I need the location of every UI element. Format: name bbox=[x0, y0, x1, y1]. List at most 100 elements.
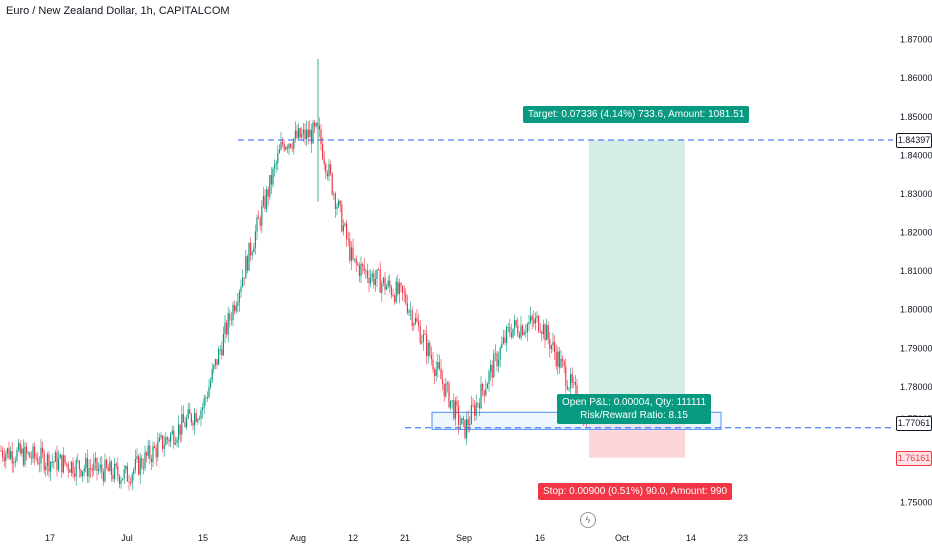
candle-body bbox=[42, 447, 44, 454]
candle-body bbox=[328, 164, 330, 177]
candle-body bbox=[531, 316, 533, 320]
open-pnl-line: Open P&L: 0.00004, Qty: 111111 bbox=[562, 397, 707, 408]
candle-body bbox=[411, 310, 413, 326]
candle-body bbox=[494, 353, 496, 355]
candle-body bbox=[131, 474, 133, 484]
candle-body bbox=[102, 471, 104, 482]
candle-body bbox=[395, 281, 397, 303]
y-tick-label: 1.87000 bbox=[900, 35, 932, 45]
candle-body bbox=[93, 462, 95, 471]
candle-body bbox=[501, 343, 503, 348]
candle-body bbox=[514, 320, 516, 329]
time-axis: 17 Jul 15 Aug 12 21 Sep 16 Oct 14 23 bbox=[45, 533, 748, 543]
candle-body bbox=[32, 446, 34, 459]
candle-body bbox=[390, 286, 392, 296]
candle-body bbox=[459, 424, 461, 426]
candle-body bbox=[18, 442, 20, 450]
candle-body bbox=[99, 464, 101, 469]
candle-body bbox=[528, 322, 530, 325]
candle-body bbox=[11, 451, 13, 464]
target-label[interactable]: Target: 0.07336 (4.14%) 733.6, Amount: 1… bbox=[523, 106, 750, 123]
candle-body bbox=[114, 463, 116, 479]
candle-body bbox=[533, 319, 535, 324]
candle-body bbox=[122, 478, 124, 481]
candle-body bbox=[139, 458, 141, 475]
candle-body bbox=[19, 442, 21, 454]
candle-body bbox=[368, 277, 370, 284]
candle-body bbox=[16, 449, 18, 461]
candle-body bbox=[470, 405, 472, 424]
candle-body bbox=[566, 386, 568, 390]
stop-label[interactable]: Stop: 0.00900 (0.51%) 90.0, Amount: 990 bbox=[538, 483, 733, 500]
candle-body bbox=[538, 315, 540, 332]
candle-body bbox=[248, 242, 250, 271]
candle-body bbox=[48, 454, 50, 472]
candle-body bbox=[160, 435, 162, 438]
candle-body bbox=[454, 400, 456, 419]
candle-body bbox=[85, 458, 87, 469]
candle-body bbox=[94, 457, 96, 463]
candle-body bbox=[165, 437, 167, 446]
candle-body bbox=[53, 461, 55, 463]
candle-body bbox=[123, 469, 125, 479]
candle-body bbox=[64, 455, 66, 464]
candle-body bbox=[179, 424, 181, 435]
candle-body bbox=[176, 439, 178, 443]
candle-body bbox=[195, 413, 197, 422]
candle-body bbox=[117, 465, 119, 476]
candle-body bbox=[544, 324, 546, 341]
candle-body bbox=[309, 129, 311, 138]
candle-body bbox=[294, 130, 296, 139]
candle-body bbox=[462, 418, 464, 420]
candle-body bbox=[530, 316, 532, 323]
candle-body bbox=[360, 263, 362, 276]
candle-body bbox=[235, 305, 237, 312]
candle-body bbox=[256, 217, 258, 232]
x-tick-label: 23 bbox=[738, 533, 748, 543]
candle-body bbox=[242, 277, 244, 287]
candle-body bbox=[542, 324, 544, 335]
candle-body bbox=[352, 247, 354, 260]
candle-body bbox=[154, 446, 156, 448]
price-tag-resistance: 1.84397 bbox=[896, 133, 932, 149]
candle-body bbox=[46, 454, 48, 467]
x-tick-label: 15 bbox=[198, 533, 208, 543]
candle-body bbox=[51, 461, 53, 463]
candle-body bbox=[326, 172, 328, 177]
candle-body bbox=[163, 445, 165, 449]
candle-body bbox=[162, 435, 164, 449]
candle-body bbox=[325, 163, 327, 173]
candle-body bbox=[306, 129, 308, 140]
candle-body bbox=[264, 195, 266, 209]
candle-body bbox=[467, 419, 469, 426]
candle-body bbox=[405, 293, 407, 304]
candle-body bbox=[14, 460, 16, 462]
candle-body bbox=[445, 383, 447, 397]
candle-body bbox=[472, 405, 474, 406]
candle-body bbox=[27, 452, 29, 454]
candle-body bbox=[421, 341, 423, 344]
candle-body bbox=[226, 322, 228, 335]
candle-body bbox=[296, 130, 298, 138]
candle-body bbox=[24, 446, 26, 465]
candle-body bbox=[232, 304, 234, 320]
candle-body bbox=[147, 445, 149, 456]
open-pnl-label[interactable]: Open P&L: 0.00004, Qty: 111111 Risk/Rewa… bbox=[557, 394, 712, 424]
candle-body bbox=[488, 371, 490, 384]
candle-body bbox=[118, 475, 120, 484]
candle-body bbox=[194, 413, 196, 426]
x-tick-label: 21 bbox=[400, 533, 410, 543]
lightning-icon[interactable]: ϟ bbox=[580, 512, 596, 528]
candle-body bbox=[464, 419, 466, 439]
candle-body bbox=[539, 331, 541, 333]
candle-body bbox=[475, 402, 477, 416]
candle-body bbox=[275, 162, 277, 165]
candle-body bbox=[525, 332, 527, 333]
candle-body bbox=[142, 467, 144, 469]
candle-body bbox=[437, 362, 439, 370]
candle-body bbox=[453, 400, 455, 419]
candle-body bbox=[534, 317, 536, 324]
candle-body bbox=[200, 409, 202, 419]
target-zone[interactable] bbox=[589, 140, 685, 424]
